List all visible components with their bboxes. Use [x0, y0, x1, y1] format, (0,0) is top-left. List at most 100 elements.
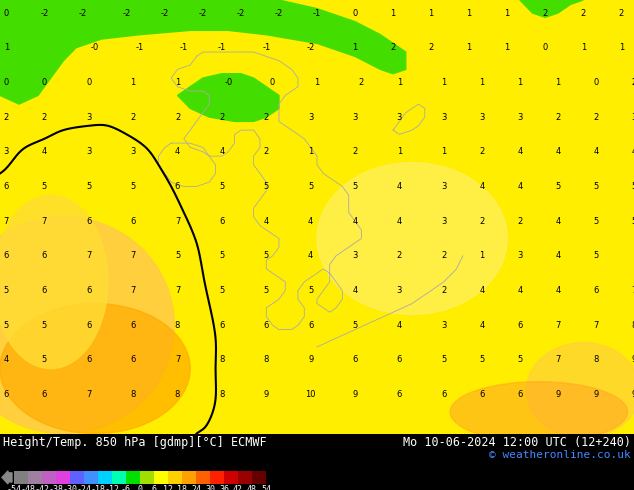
Text: 24: 24 [191, 485, 201, 490]
Text: -30: -30 [63, 485, 77, 490]
Text: 4: 4 [479, 182, 484, 191]
Text: 2: 2 [42, 113, 47, 122]
Text: 7: 7 [175, 355, 180, 365]
Bar [126, 471, 140, 484]
Text: 4: 4 [517, 147, 522, 156]
Text: 2: 2 [479, 217, 484, 226]
Text: 3: 3 [353, 113, 358, 122]
Text: 6: 6 [441, 390, 446, 399]
Text: -2: -2 [40, 8, 49, 18]
Text: 7: 7 [42, 217, 47, 226]
Text: -2: -2 [160, 8, 169, 18]
Text: 7: 7 [175, 286, 180, 295]
Text: 1: 1 [397, 147, 402, 156]
Text: 6: 6 [86, 355, 91, 365]
Text: 2: 2 [264, 113, 269, 122]
Bar [252, 471, 266, 484]
Text: -54: -54 [6, 485, 22, 490]
Text: 1: 1 [479, 251, 484, 260]
Text: 5: 5 [42, 182, 47, 191]
Text: 6: 6 [131, 321, 136, 330]
Text: 2: 2 [397, 251, 402, 260]
Bar [210, 471, 224, 484]
Text: -2: -2 [78, 8, 87, 18]
Text: 2: 2 [631, 78, 634, 87]
Bar [182, 471, 196, 484]
Ellipse shape [0, 304, 190, 434]
Text: -1: -1 [179, 43, 188, 52]
Ellipse shape [450, 382, 628, 442]
Text: 1: 1 [505, 43, 510, 52]
Text: -2: -2 [122, 8, 131, 18]
Text: -1: -1 [217, 43, 226, 52]
Text: 8: 8 [175, 390, 180, 399]
Text: 2: 2 [359, 78, 364, 87]
Text: 3: 3 [631, 113, 634, 122]
Text: 36: 36 [219, 485, 229, 490]
Text: 0: 0 [4, 78, 9, 87]
Text: 4: 4 [264, 217, 269, 226]
Bar [154, 471, 168, 484]
Text: © weatheronline.co.uk: © weatheronline.co.uk [489, 450, 631, 460]
Text: 0: 0 [593, 78, 598, 87]
Text: -12: -12 [105, 485, 119, 490]
Text: 3: 3 [441, 217, 446, 226]
Text: 5: 5 [593, 217, 598, 226]
Text: 6: 6 [42, 286, 47, 295]
Text: 6: 6 [219, 217, 224, 226]
Text: 5: 5 [631, 182, 634, 191]
Text: 1: 1 [353, 43, 358, 52]
Text: 1: 1 [467, 43, 472, 52]
Text: 5: 5 [353, 182, 358, 191]
Text: 6: 6 [353, 355, 358, 365]
Text: 0: 0 [543, 43, 548, 52]
Text: -1: -1 [135, 43, 144, 52]
Text: 9: 9 [555, 390, 560, 399]
Bar [238, 471, 252, 484]
Polygon shape [520, 0, 583, 17]
Text: 42: 42 [233, 485, 243, 490]
Text: 1: 1 [505, 8, 510, 18]
Text: 1: 1 [517, 78, 522, 87]
Bar [140, 471, 154, 484]
Text: 5: 5 [593, 251, 598, 260]
Bar [98, 471, 112, 484]
Text: 1: 1 [397, 78, 402, 87]
Bar [56, 471, 70, 484]
Text: -1: -1 [262, 43, 271, 52]
Text: 6: 6 [397, 390, 402, 399]
Text: 7: 7 [4, 217, 9, 226]
Bar [84, 471, 98, 484]
Text: 7: 7 [555, 355, 560, 365]
Text: 9: 9 [353, 390, 358, 399]
Bar [42, 471, 56, 484]
Ellipse shape [317, 163, 507, 315]
Ellipse shape [0, 195, 108, 368]
Text: 0: 0 [86, 78, 91, 87]
Text: 2: 2 [619, 8, 624, 18]
Text: 5: 5 [479, 355, 484, 365]
Text: 3: 3 [517, 113, 522, 122]
Text: 6: 6 [308, 321, 313, 330]
Text: 6: 6 [264, 321, 269, 330]
Text: 5: 5 [308, 182, 313, 191]
Text: 9: 9 [593, 390, 598, 399]
Text: 2: 2 [429, 43, 434, 52]
Text: 1: 1 [4, 43, 9, 52]
Text: 0: 0 [270, 78, 275, 87]
Text: 10: 10 [306, 390, 316, 399]
Text: 5: 5 [631, 217, 634, 226]
Text: 6: 6 [397, 355, 402, 365]
Text: 4: 4 [517, 286, 522, 295]
Text: 8: 8 [219, 390, 224, 399]
Text: 18: 18 [177, 485, 187, 490]
Text: 4: 4 [479, 321, 484, 330]
Text: 9: 9 [308, 355, 313, 365]
Text: 8: 8 [219, 355, 224, 365]
Text: 4: 4 [397, 182, 402, 191]
Text: 6: 6 [42, 251, 47, 260]
Text: 0: 0 [4, 8, 9, 18]
Bar [14, 471, 28, 484]
Text: 2: 2 [391, 43, 396, 52]
Text: 4: 4 [593, 147, 598, 156]
